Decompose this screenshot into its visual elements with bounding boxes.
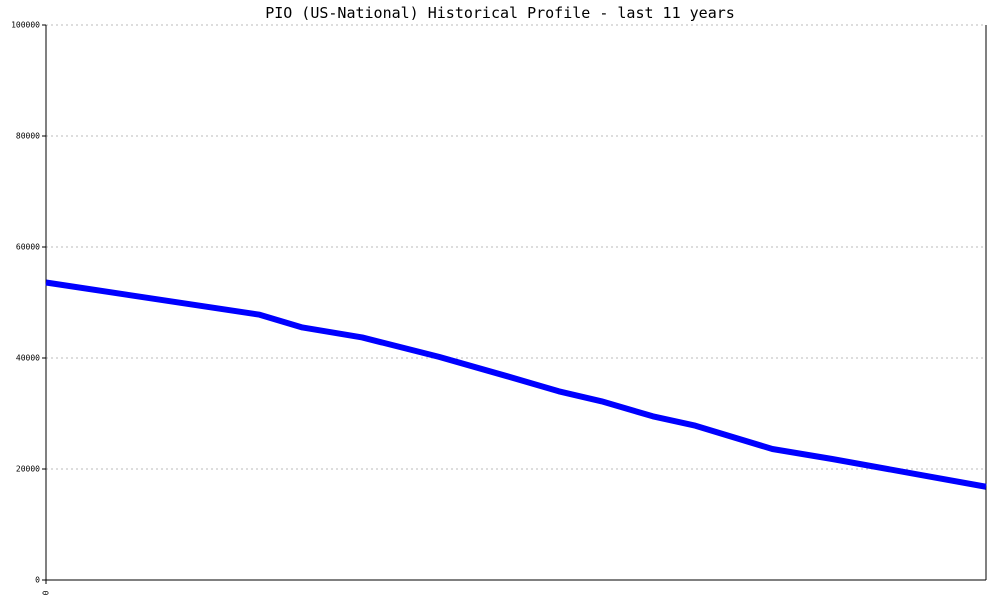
y-tick-label: 0 (35, 576, 40, 585)
y-tick-label: 20000 (16, 465, 40, 474)
chart-title: PIO (US-National) Historical Profile - l… (265, 4, 735, 22)
y-tick-label: 100000 (11, 21, 40, 30)
data-line (45, 279, 987, 490)
x-tick-label: 0 (42, 590, 51, 595)
y-tick-label: 60000 (16, 243, 40, 252)
y-tick-label: 40000 (16, 354, 40, 363)
y-tick-label: 80000 (16, 132, 40, 141)
